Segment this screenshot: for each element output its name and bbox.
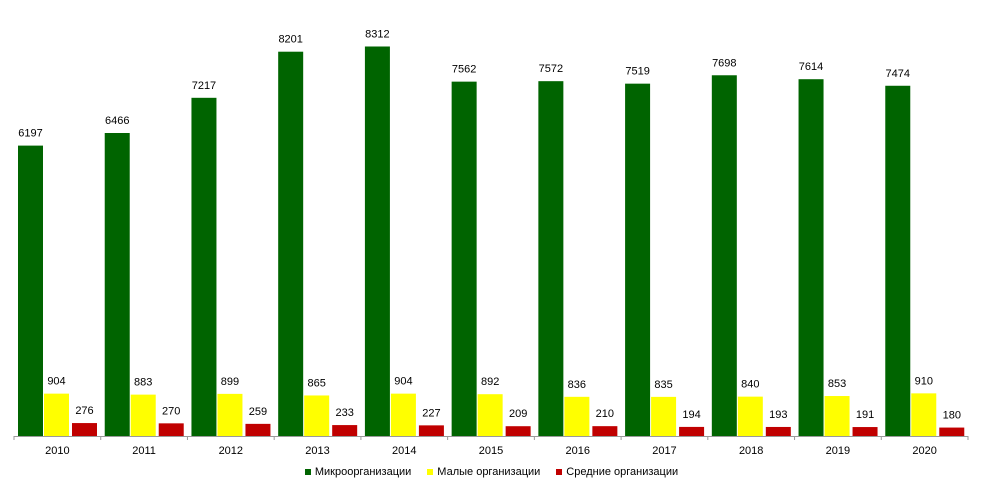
data-label-medium-2019: 191 bbox=[856, 409, 874, 421]
x-tick-label-2010: 2010 bbox=[45, 445, 69, 457]
x-tick-label-2020: 2020 bbox=[912, 445, 936, 457]
bar-chart: 6197 904 276 2010 6466 883 270 2011 7217 899 259 20… bbox=[13, 28, 969, 457]
data-label-small-2011: 883 bbox=[134, 377, 152, 389]
data-label-small-2016: 836 bbox=[568, 379, 586, 391]
bar-small-2019 bbox=[824, 396, 850, 436]
x-tick-label-2019: 2019 bbox=[826, 445, 850, 457]
x-tick-label-2013: 2013 bbox=[305, 445, 329, 457]
bar-medium-2019 bbox=[852, 427, 878, 436]
data-label-medium-2011: 270 bbox=[162, 405, 180, 417]
bar-small-2012 bbox=[217, 393, 243, 436]
data-label-micro-2020: 7474 bbox=[886, 68, 910, 80]
bar-micro-2018 bbox=[711, 75, 737, 437]
x-tick-label-2016: 2016 bbox=[565, 445, 589, 457]
bar-medium-2016 bbox=[592, 426, 618, 436]
data-label-small-2013: 865 bbox=[308, 377, 326, 389]
legend-label-micro: Микроорганизации bbox=[314, 466, 412, 478]
bar-small-2011 bbox=[130, 394, 156, 436]
data-label-medium-2017: 194 bbox=[682, 409, 700, 421]
data-label-micro-2010: 6197 bbox=[18, 128, 42, 140]
data-label-small-2014: 904 bbox=[394, 376, 412, 388]
bar-small-2010 bbox=[44, 393, 69, 436]
data-label-micro-2013: 8201 bbox=[278, 34, 302, 46]
legend-label-small: Малые организации bbox=[437, 466, 541, 478]
bar-small-2017 bbox=[651, 396, 677, 436]
bar-micro-2011 bbox=[104, 133, 130, 436]
data-label-micro-2011: 6466 bbox=[105, 115, 129, 127]
bar-medium-2018 bbox=[765, 426, 791, 436]
x-tick-label-2018: 2018 bbox=[739, 445, 763, 457]
legend-swatch-medium bbox=[556, 469, 563, 475]
bar-micro-2012 bbox=[191, 97, 217, 437]
legend-item-medium: Средние организации bbox=[556, 466, 678, 478]
x-tick-label-2014: 2014 bbox=[392, 445, 416, 457]
bar-micro-2015 bbox=[451, 81, 477, 436]
legend-label-medium: Средние организации bbox=[566, 466, 679, 478]
data-label-small-2018: 840 bbox=[741, 379, 759, 391]
x-tick-label-2011: 2011 bbox=[132, 445, 156, 457]
legend-swatch-small bbox=[427, 469, 434, 475]
bar-small-2015 bbox=[477, 394, 503, 436]
bar-micro-2020 bbox=[885, 85, 911, 436]
data-label-micro-2012: 7217 bbox=[192, 80, 216, 92]
bar-medium-2015 bbox=[505, 426, 531, 436]
bar-small-2016 bbox=[564, 396, 590, 436]
bar-micro-2016 bbox=[538, 81, 564, 437]
x-tick-label-2017: 2017 bbox=[652, 445, 676, 457]
bar-medium-2017 bbox=[679, 426, 705, 436]
data-label-micro-2018: 7698 bbox=[712, 57, 736, 69]
data-label-small-2015: 892 bbox=[481, 376, 499, 388]
data-label-medium-2015: 209 bbox=[509, 408, 527, 420]
data-label-small-2020: 910 bbox=[915, 375, 933, 387]
data-label-medium-2010: 276 bbox=[75, 405, 93, 417]
x-tick-label-2012: 2012 bbox=[219, 445, 243, 457]
data-label-medium-2012: 259 bbox=[249, 406, 267, 418]
bar-micro-2017 bbox=[625, 83, 651, 437]
data-label-medium-2020: 180 bbox=[943, 410, 961, 422]
bar-medium-2011 bbox=[158, 423, 184, 436]
data-label-small-2017: 835 bbox=[654, 379, 672, 391]
x-tick-label-2015: 2015 bbox=[479, 445, 503, 457]
data-label-small-2012: 899 bbox=[221, 376, 239, 388]
data-label-medium-2013: 233 bbox=[336, 407, 354, 419]
bar-medium-2013 bbox=[332, 425, 358, 436]
legend: Микроорганизации Малые организации Средн… bbox=[0, 466, 983, 478]
bar-small-2013 bbox=[304, 395, 330, 436]
bar-small-2020 bbox=[911, 393, 937, 436]
data-label-micro-2019: 7614 bbox=[799, 61, 823, 73]
bar-small-2018 bbox=[737, 396, 763, 436]
data-label-medium-2014: 227 bbox=[422, 407, 440, 419]
bar-medium-2020 bbox=[939, 427, 965, 436]
bar-medium-2014 bbox=[418, 425, 444, 436]
data-label-micro-2015: 7562 bbox=[452, 64, 476, 76]
bar-micro-2019 bbox=[798, 79, 824, 437]
bar-medium-2010 bbox=[72, 423, 97, 436]
data-label-medium-2018: 193 bbox=[769, 409, 787, 421]
bar-micro-2010 bbox=[18, 145, 43, 436]
data-label-medium-2016: 210 bbox=[596, 408, 614, 420]
data-label-small-2019: 853 bbox=[828, 378, 846, 390]
bar-micro-2013 bbox=[278, 51, 304, 436]
bar-micro-2014 bbox=[364, 46, 390, 436]
legend-swatch-micro bbox=[304, 469, 311, 475]
bar-medium-2012 bbox=[245, 423, 271, 436]
data-label-micro-2017: 7519 bbox=[625, 66, 649, 78]
data-label-micro-2014: 8312 bbox=[365, 28, 389, 40]
data-label-micro-2016: 7572 bbox=[539, 63, 563, 75]
legend-item-small: Малые организации bbox=[427, 466, 540, 478]
bar-small-2014 bbox=[390, 393, 416, 436]
data-label-small-2010: 904 bbox=[47, 376, 65, 388]
legend-item-micro: Микроорганизации bbox=[304, 466, 412, 478]
